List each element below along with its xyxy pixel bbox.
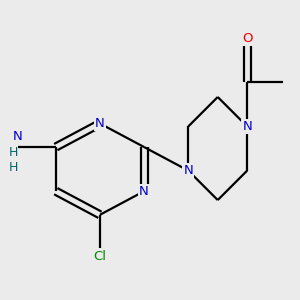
Text: Cl: Cl [93,250,106,262]
Text: O: O [242,32,252,45]
Text: N: N [242,120,252,133]
Text: N: N [13,130,22,143]
Text: N: N [139,185,149,198]
Text: N: N [183,164,193,177]
Text: H: H [8,161,18,174]
Text: H: H [8,146,18,159]
Text: N: N [95,117,105,130]
